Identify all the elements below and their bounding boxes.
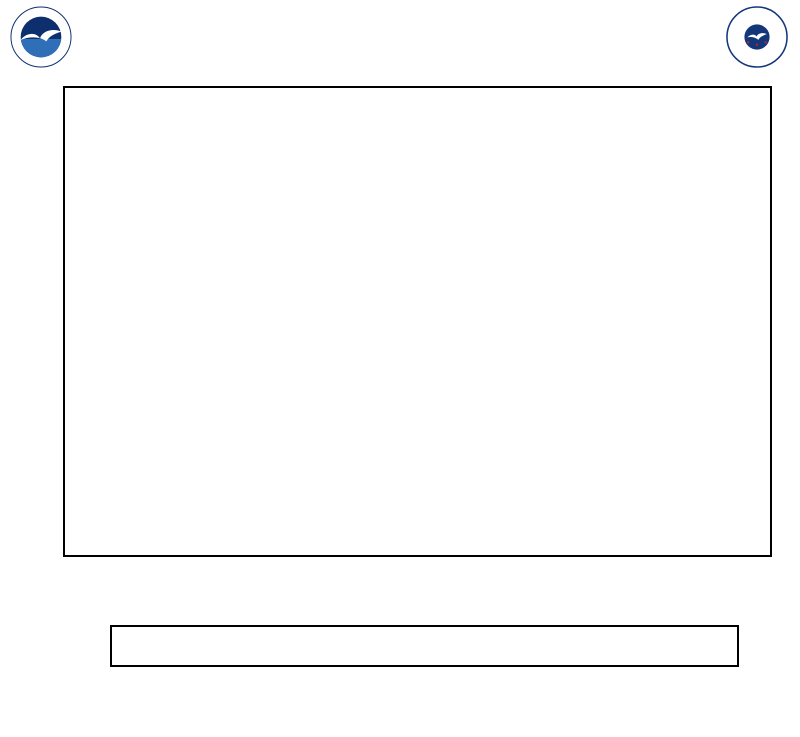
noaa-gull-icon [20, 30, 62, 42]
nws-gull-icon [747, 33, 767, 40]
noaa-lower-sea [20, 38, 62, 58]
colorbar [110, 625, 739, 667]
nws-logo [726, 6, 788, 68]
nws-red-dot-2 [755, 43, 759, 46]
colorbar-tick-labels [110, 669, 737, 689]
noaa-logo [10, 6, 72, 68]
map-plot-area [63, 86, 772, 557]
nws-red-dot-1 [747, 41, 750, 44]
sst-map-canvas [65, 88, 770, 555]
nws-red-dot-3 [764, 41, 767, 44]
